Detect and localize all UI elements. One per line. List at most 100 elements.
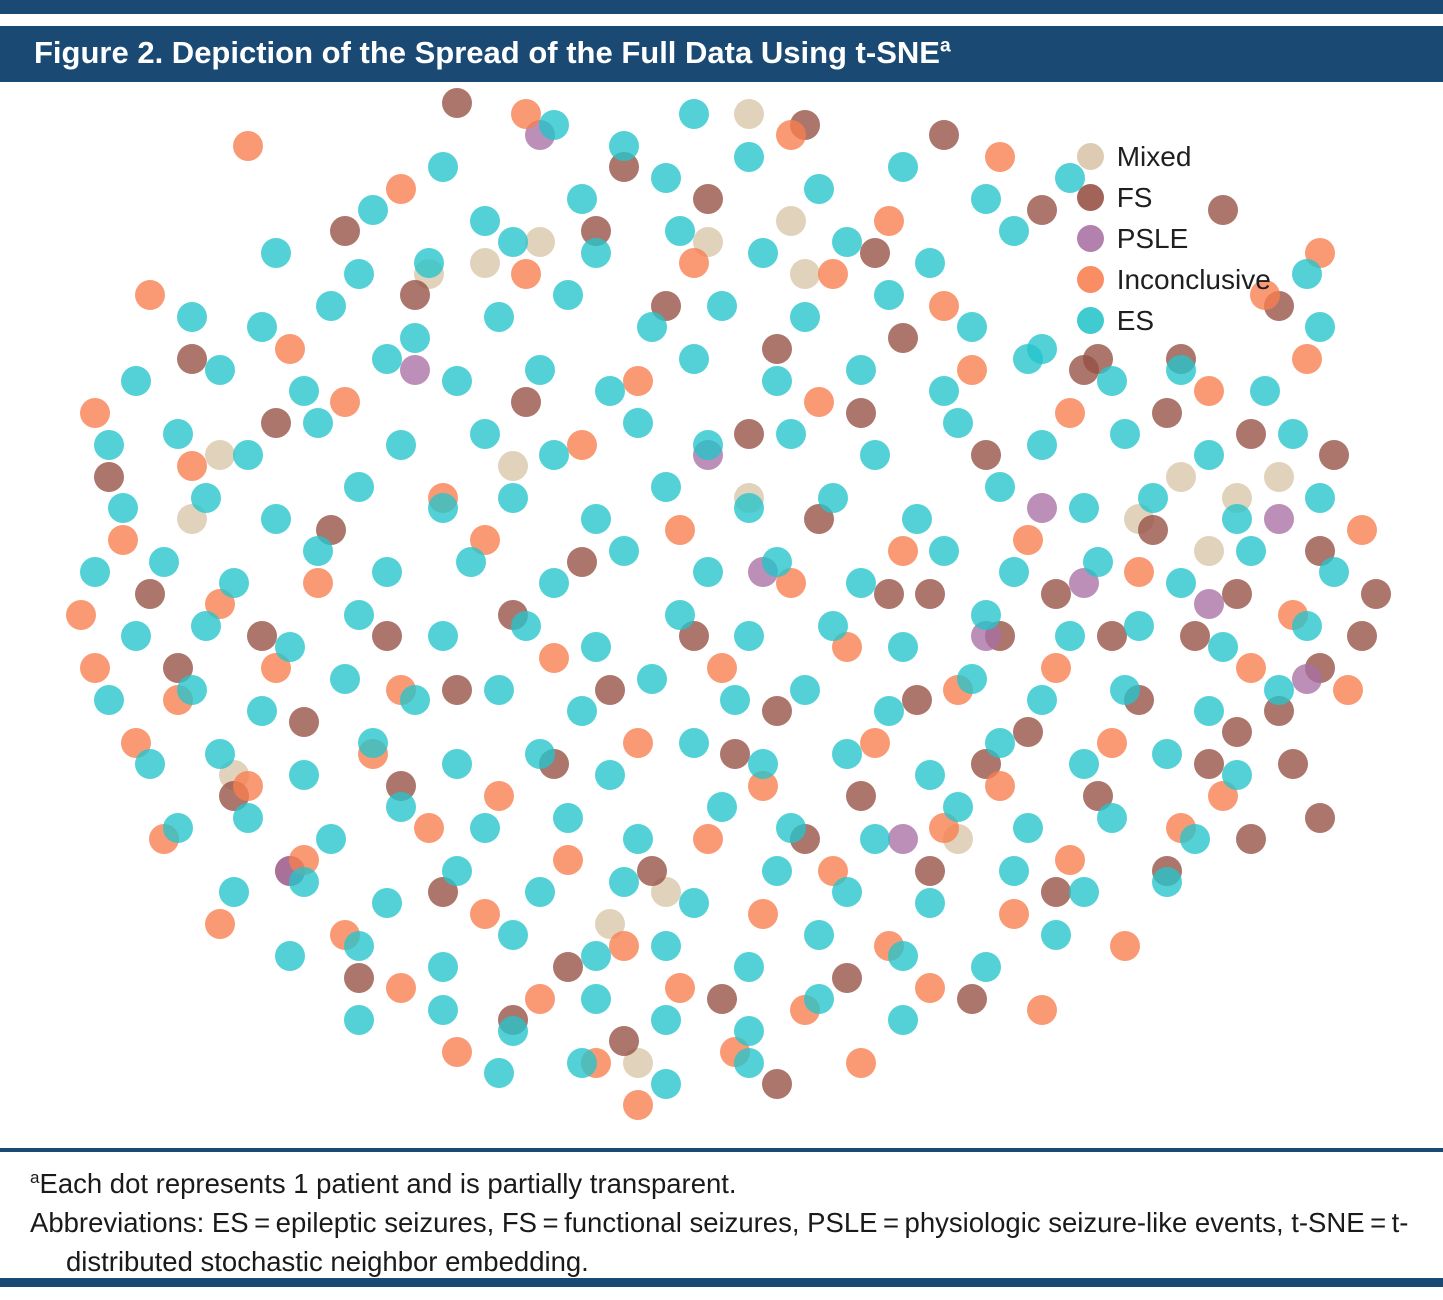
data-point (567, 429, 598, 460)
data-point (511, 386, 542, 417)
data-point (1082, 546, 1113, 577)
data-point (1235, 418, 1266, 449)
data-point (205, 354, 236, 385)
data-point (1249, 280, 1280, 311)
data-point (1166, 461, 1197, 492)
data-point (427, 951, 458, 982)
data-point (1333, 674, 1364, 705)
data-point (804, 919, 834, 950)
data-point (358, 195, 389, 225)
data-point (734, 99, 765, 130)
data-point (1152, 397, 1183, 428)
data-point (1166, 354, 1197, 385)
data-point (497, 1015, 528, 1046)
data-point (121, 621, 152, 652)
scatter-plot: Mixed FS PSLE Inconclusive ES (25, 82, 1418, 1149)
legend-item: Inconclusive (1076, 264, 1271, 296)
data-point (887, 632, 918, 663)
data-point (678, 248, 709, 279)
data-point (1221, 717, 1252, 748)
data-point (79, 557, 110, 588)
data-point (525, 226, 556, 257)
data-point (762, 855, 793, 886)
data-point (344, 962, 375, 993)
data-point (1207, 195, 1238, 225)
data-point (177, 344, 208, 375)
footnote-divider (0, 1148, 1443, 1153)
data-point (413, 248, 444, 279)
data-point (748, 237, 779, 268)
data-point (650, 472, 681, 503)
legend-label: FS (1116, 181, 1153, 213)
data-point (804, 173, 834, 204)
data-point (1096, 365, 1127, 396)
data-point (274, 632, 305, 663)
data-point (957, 983, 988, 1014)
data-point (971, 184, 1002, 215)
data-point (1305, 482, 1336, 513)
data-point (1305, 312, 1336, 343)
data-point (65, 600, 96, 631)
data-point (483, 1058, 514, 1089)
data-point (330, 664, 361, 695)
data-point (177, 674, 208, 705)
data-point (1068, 493, 1099, 524)
data-point (901, 504, 932, 535)
data-point (1110, 930, 1141, 961)
data-point (567, 184, 598, 215)
data-point (1110, 418, 1141, 449)
data-point (999, 898, 1030, 929)
legend-item: PSLE (1076, 223, 1271, 255)
data-point (372, 344, 403, 375)
data-point (386, 973, 417, 1004)
data-point (706, 290, 737, 321)
data-point (400, 322, 431, 353)
data-point (567, 546, 598, 577)
data-point (205, 738, 236, 769)
data-point (873, 578, 904, 609)
data-point (845, 354, 876, 385)
data-point (887, 322, 918, 353)
data-point (1096, 802, 1127, 833)
data-point (330, 216, 361, 247)
data-point (1068, 354, 1099, 385)
data-point (483, 781, 514, 812)
data-point (790, 301, 821, 332)
data-point (288, 706, 319, 737)
data-point (386, 791, 417, 822)
data-point (1040, 578, 1071, 609)
data-point (650, 1005, 681, 1036)
data-point (441, 855, 472, 886)
data-point (831, 877, 862, 908)
data-point (1319, 557, 1350, 588)
data-point (302, 408, 333, 439)
legend-label: ES (1116, 304, 1155, 336)
data-point (288, 866, 319, 897)
data-point (163, 418, 194, 449)
data-point (1207, 632, 1238, 663)
data-point (121, 365, 152, 396)
data-point (260, 408, 291, 439)
data-point (525, 983, 556, 1014)
data-point (427, 152, 458, 183)
data-point (1291, 344, 1322, 375)
data-point (943, 791, 974, 822)
data-point (1235, 536, 1266, 567)
data-point (581, 504, 612, 535)
data-point (1291, 664, 1322, 695)
data-point (692, 184, 723, 215)
data-point (1180, 621, 1211, 652)
data-point (915, 248, 946, 279)
data-point (1166, 568, 1197, 599)
data-point (748, 898, 779, 929)
data-point (804, 386, 834, 417)
footnotes: aEach dot represents 1 patient and is pa… (0, 1152, 1443, 1278)
data-point (274, 941, 305, 972)
legend-swatch-icon (1076, 225, 1104, 253)
data-point (1221, 759, 1252, 790)
data-point (1194, 696, 1225, 727)
data-point (720, 685, 751, 716)
data-point (1124, 557, 1155, 588)
data-point (873, 280, 904, 311)
data-point (971, 600, 1002, 631)
